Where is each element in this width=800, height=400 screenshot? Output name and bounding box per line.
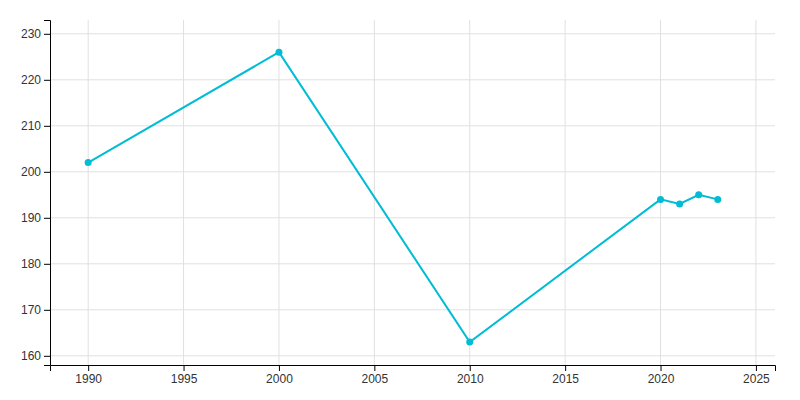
marks [85, 49, 722, 346]
y-tick: 180 [21, 257, 50, 271]
x-grid-line [565, 20, 566, 365]
x-tick: 1995 [171, 365, 198, 386]
x-grid-line [755, 20, 756, 365]
y-tick-mark [44, 356, 50, 357]
x-tick-label: 2010 [457, 372, 484, 386]
x-grid-line [374, 20, 375, 365]
x-grid-line [88, 20, 89, 365]
y-tick-label: 170 [21, 303, 41, 317]
x-axis-line [51, 366, 776, 372]
y-grid-line [50, 263, 775, 264]
y-grid-line [50, 79, 775, 80]
x-tick: 2010 [457, 365, 484, 386]
x-tick-label: 2015 [552, 372, 579, 386]
y-tick-mark [44, 172, 50, 173]
x-tick-mark [661, 365, 662, 371]
x-tick: 2005 [361, 365, 388, 386]
x-tick-mark [470, 365, 471, 371]
y-axis: 160 170 180 190 200 210 220 230 [21, 21, 51, 366]
x-tick-mark [88, 365, 89, 371]
x-tick-label: 2025 [743, 372, 770, 386]
y-grid-line [50, 33, 775, 34]
y-tick-mark [44, 310, 50, 311]
y-tick-label: 230 [21, 27, 41, 41]
y-tick: 230 [21, 27, 50, 41]
y-tick: 220 [21, 73, 50, 87]
y-grid-line [50, 125, 775, 126]
point [657, 196, 664, 203]
y-grid-line [50, 309, 775, 310]
y-axis-line [44, 21, 51, 366]
x-tick-mark [565, 365, 566, 371]
y-tick-label: 220 [21, 73, 41, 87]
y-tick-label: 190 [21, 211, 41, 225]
y-tick: 210 [21, 119, 50, 133]
point [466, 339, 473, 346]
y-grid-line [50, 355, 775, 356]
point [714, 196, 721, 203]
x-tick-label: 1995 [171, 372, 198, 386]
y-tick-label: 210 [21, 119, 41, 133]
x-tick-mark [279, 365, 280, 371]
y-tick-mark [44, 80, 50, 81]
y-tick-mark [44, 218, 50, 219]
point [695, 191, 702, 198]
x-tick-label: 2020 [648, 372, 675, 386]
x-tick: 1990 [75, 365, 102, 386]
grid [50, 20, 775, 365]
x-tick-mark [184, 365, 185, 371]
point [275, 49, 282, 56]
y-tick: 160 [21, 349, 50, 363]
point [676, 201, 683, 208]
chart: 1990 1995 2000 2005 2010 2015 2020 2025 160 170 18… [0, 0, 800, 400]
x-grid-line [469, 20, 470, 365]
x-grid-line [660, 20, 661, 365]
y-tick-mark [44, 264, 50, 265]
point [85, 159, 92, 166]
y-grid-line [50, 171, 775, 172]
y-tick-label: 160 [21, 349, 41, 363]
x-tick: 2015 [552, 365, 579, 386]
x-tick-mark [374, 365, 375, 371]
y-tick-mark [44, 126, 50, 127]
y-tick: 190 [21, 211, 50, 225]
x-tick: 2000 [266, 365, 293, 386]
x-axis: 1990 1995 2000 2005 2010 2015 2020 2025 [51, 365, 776, 386]
x-grid-line [278, 20, 279, 365]
x-tick-label: 2005 [361, 372, 388, 386]
y-tick-label: 180 [21, 257, 41, 271]
x-tick: 2025 [743, 365, 770, 386]
x-tick-label: 2000 [266, 372, 293, 386]
y-tick: 170 [21, 303, 50, 317]
x-grid-line [183, 20, 184, 365]
x-tick-mark [756, 365, 757, 371]
x-tick-label: 1990 [75, 372, 102, 386]
plot: 1990 1995 2000 2005 2010 2015 2020 2025 160 170 18… [21, 20, 776, 386]
x-tick: 2020 [648, 365, 675, 386]
y-tick-mark [44, 34, 50, 35]
y-tick-label: 200 [21, 165, 41, 179]
y-grid-line [50, 217, 775, 218]
y-tick: 200 [21, 165, 50, 179]
line [88, 52, 718, 342]
